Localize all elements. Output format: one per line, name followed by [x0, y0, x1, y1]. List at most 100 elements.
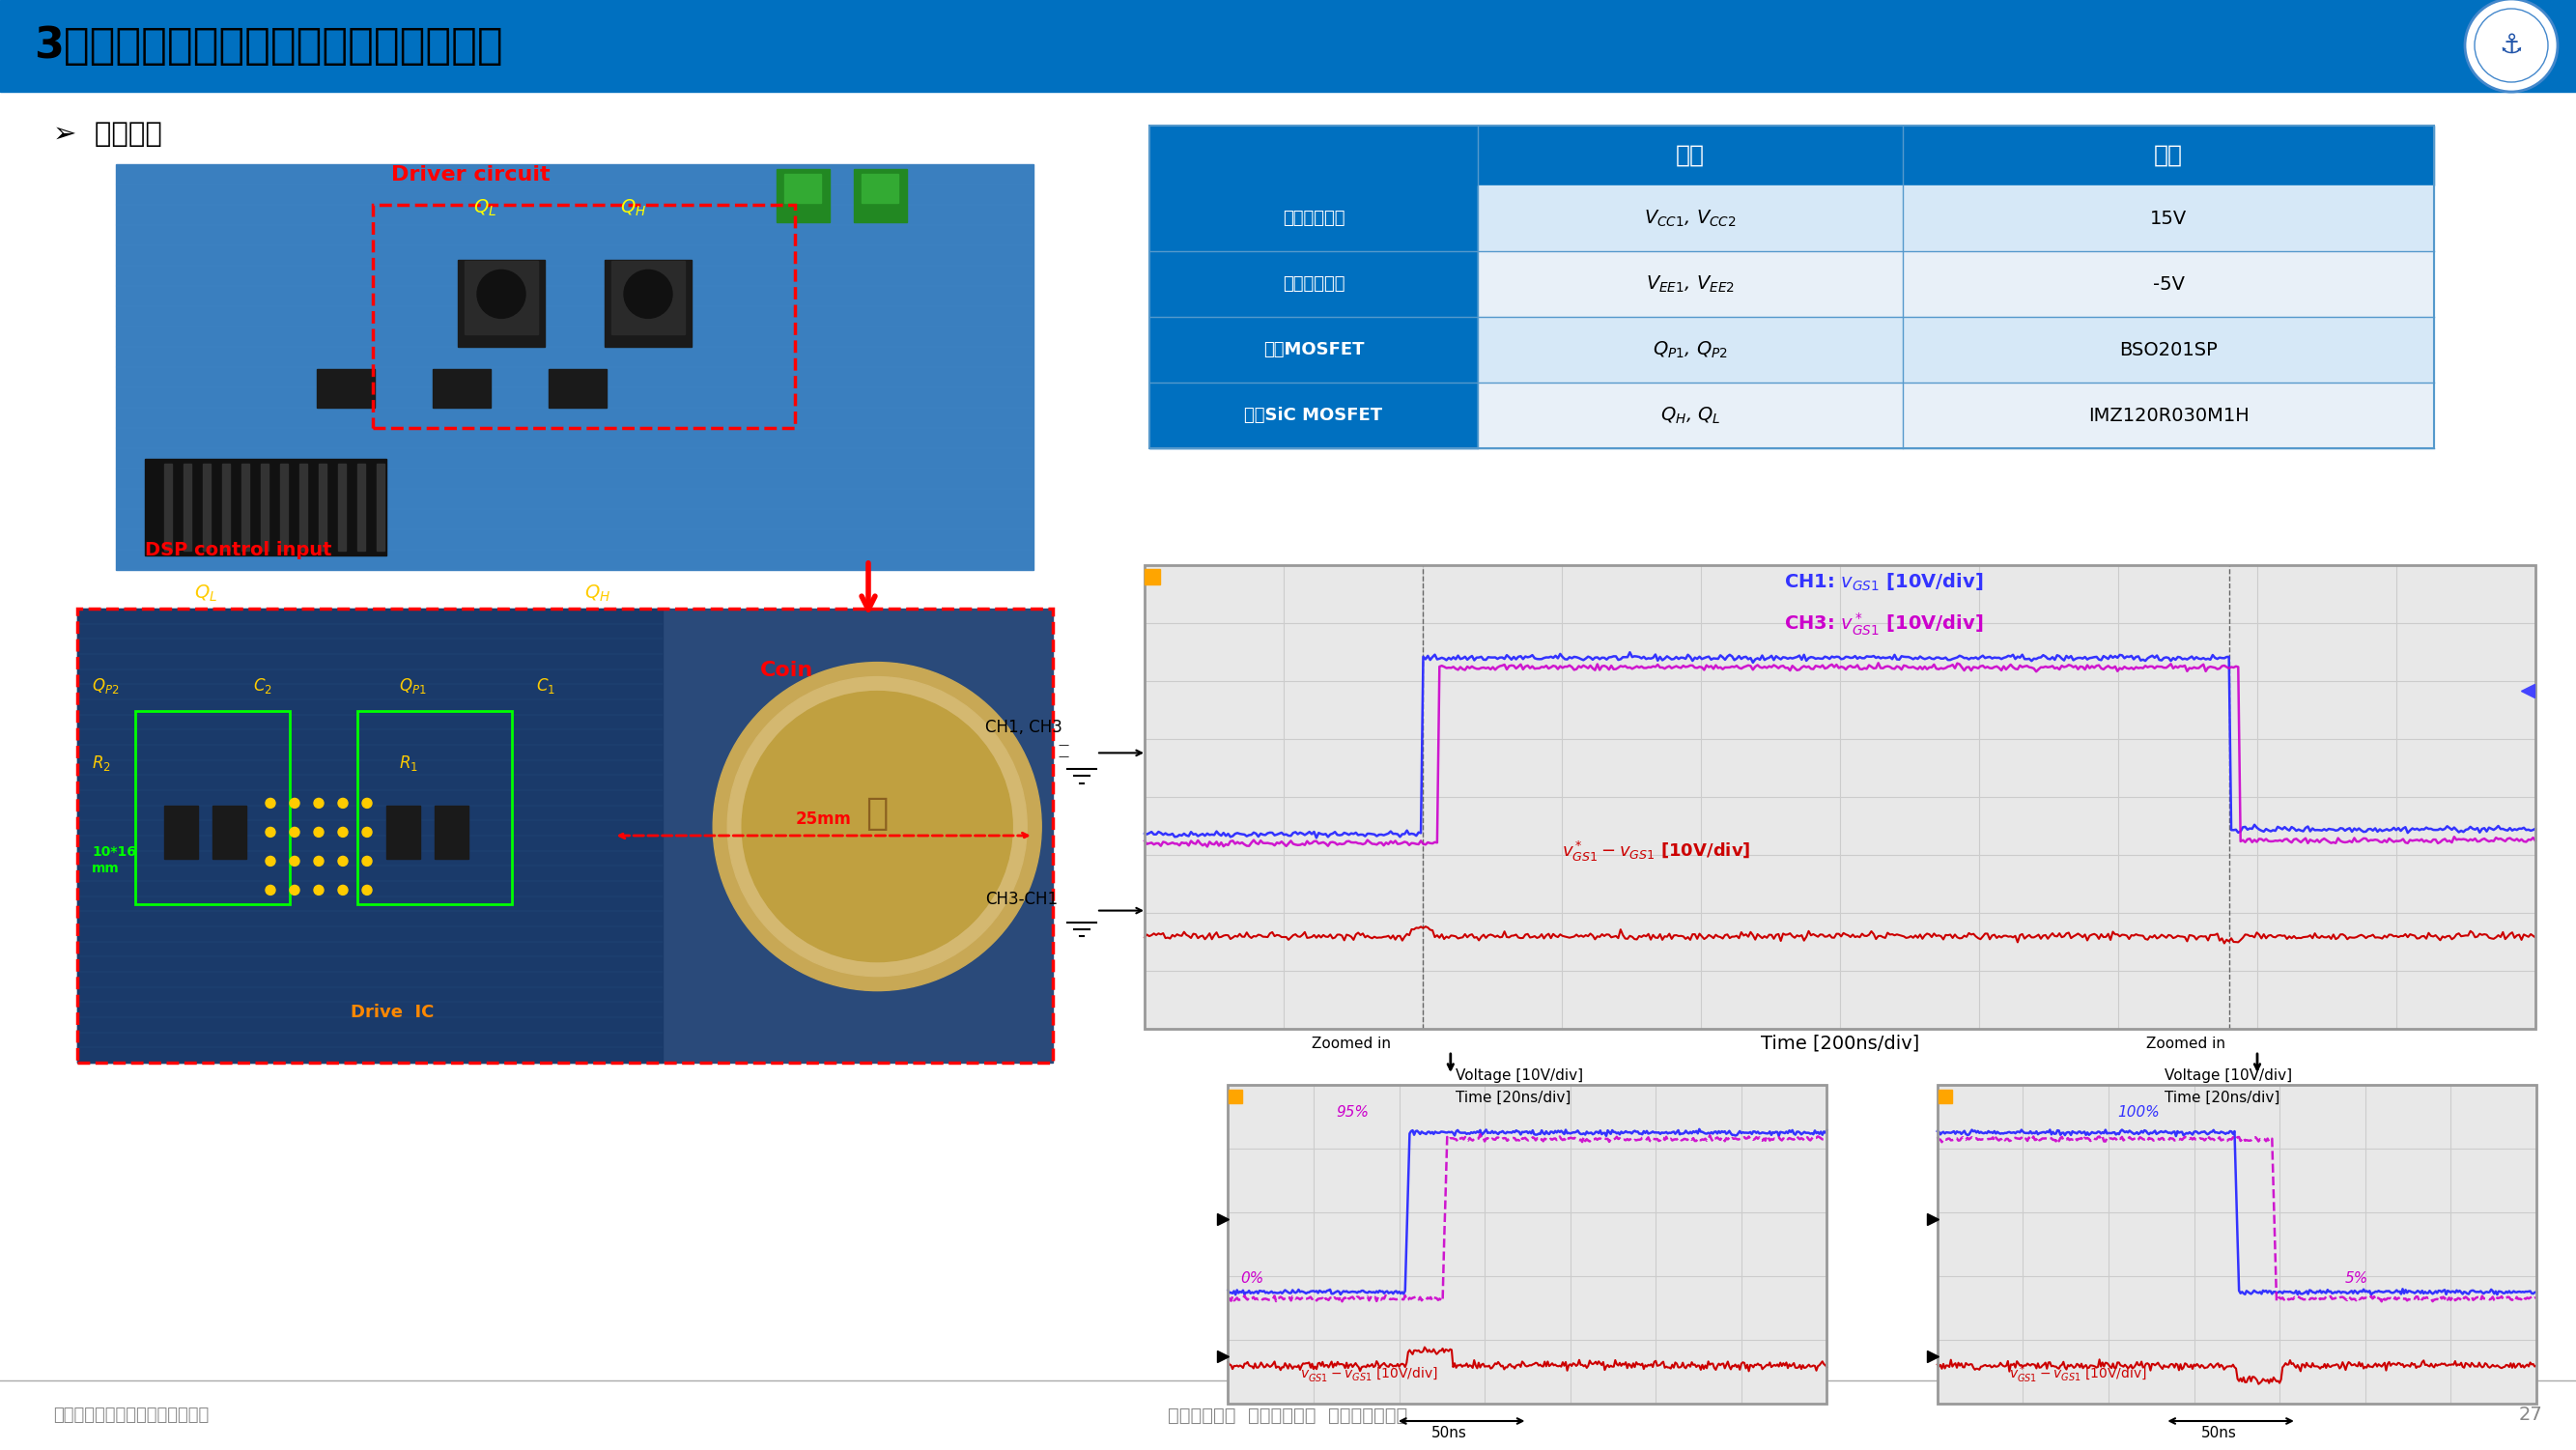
- Bar: [1904, 251, 2434, 318]
- Bar: [775, 170, 829, 222]
- Bar: [1479, 318, 1904, 383]
- Circle shape: [726, 677, 1028, 976]
- Text: $R_2$: $R_2$: [93, 753, 111, 773]
- Text: $Q_H$: $Q_H$: [585, 583, 611, 605]
- Bar: [1149, 186, 1479, 251]
- Bar: [337, 464, 345, 551]
- Circle shape: [265, 828, 276, 837]
- Bar: [1149, 318, 1479, 383]
- Bar: [1144, 566, 2535, 1030]
- Text: Zoomed in: Zoomed in: [2146, 1037, 2226, 1051]
- Bar: [860, 174, 899, 203]
- Bar: [260, 464, 268, 551]
- Circle shape: [363, 857, 371, 866]
- Text: ➢  实验验证: ➢ 实验验证: [54, 120, 162, 148]
- Circle shape: [314, 828, 325, 837]
- Bar: [144, 458, 386, 555]
- Text: Voltage [10V/div]: Voltage [10V/div]: [2164, 1069, 2293, 1083]
- Circle shape: [363, 828, 371, 837]
- Text: 25mm: 25mm: [796, 811, 853, 828]
- Bar: [549, 368, 605, 407]
- Text: Zoomed in: Zoomed in: [1311, 1037, 1391, 1051]
- Bar: [281, 464, 289, 551]
- Text: $Q_{P1}$: $Q_{P1}$: [399, 676, 428, 695]
- Text: 0%: 0%: [1239, 1270, 1262, 1285]
- Bar: [358, 464, 366, 551]
- Text: 符号: 符号: [1677, 144, 1705, 167]
- Text: 3、基于跨导增益负反馈机理的干扰抑制: 3、基于跨导增益负反馈机理的干扰抑制: [33, 25, 502, 67]
- Bar: [783, 174, 822, 203]
- Bar: [222, 464, 229, 551]
- Circle shape: [477, 270, 526, 318]
- Circle shape: [314, 857, 325, 866]
- Text: 北京交通大学  电气工程学院  电力电子研究所: 北京交通大学 电气工程学院 电力电子研究所: [1167, 1406, 1406, 1424]
- Circle shape: [289, 799, 299, 808]
- Text: 5%: 5%: [2344, 1270, 2367, 1285]
- Bar: [242, 464, 250, 551]
- Bar: [358, 710, 513, 903]
- Text: $Q_H$: $Q_H$: [621, 197, 647, 218]
- Bar: [299, 464, 307, 551]
- Bar: [386, 805, 420, 858]
- Bar: [376, 464, 384, 551]
- Text: Time [20ns/div]: Time [20ns/div]: [1455, 1090, 1571, 1105]
- Circle shape: [714, 663, 1041, 990]
- Circle shape: [2465, 0, 2558, 91]
- Circle shape: [337, 857, 348, 866]
- Bar: [77, 609, 1054, 1063]
- Text: Driver circuit: Driver circuit: [392, 165, 551, 184]
- Text: Time [200ns/div]: Time [200ns/div]: [1759, 1034, 1919, 1053]
- Bar: [0, 0, 2576, 91]
- Text: 被控SiC MOSFET: 被控SiC MOSFET: [1244, 406, 1383, 423]
- Bar: [1149, 126, 2434, 186]
- Bar: [374, 204, 796, 428]
- Text: $Q_L$: $Q_L$: [193, 583, 216, 605]
- Text: 元: 元: [866, 795, 889, 831]
- Circle shape: [337, 799, 348, 808]
- Bar: [1149, 126, 2434, 448]
- Circle shape: [623, 270, 672, 318]
- Text: $v_{GS1}^*-v_{GS1}$ [10V/div]: $v_{GS1}^*-v_{GS1}$ [10V/div]: [1561, 840, 1752, 864]
- Text: 关断偏置电压: 关断偏置电压: [1283, 276, 1345, 293]
- Text: $Q_{P1}$, $Q_{P2}$: $Q_{P1}$, $Q_{P2}$: [1654, 339, 1728, 360]
- Text: 10*16
mm: 10*16 mm: [93, 845, 137, 874]
- Text: $V_{EE1}$, $V_{EE2}$: $V_{EE1}$, $V_{EE2}$: [1646, 274, 1734, 294]
- Text: 100%: 100%: [2117, 1105, 2159, 1119]
- Text: $v_{GS1}^*-v_{GS1}$ [10V/div]: $v_{GS1}^*-v_{GS1}$ [10V/div]: [1301, 1363, 1437, 1385]
- Text: CH1: $v_{GS1}$ [10V/div]: CH1: $v_{GS1}$ [10V/div]: [1785, 571, 1984, 593]
- Text: $v_{GS1}^*-v_{GS1}$ [10V/div]: $v_{GS1}^*-v_{GS1}$ [10V/div]: [2009, 1363, 2148, 1385]
- Circle shape: [337, 886, 348, 895]
- Circle shape: [337, 828, 348, 837]
- Bar: [116, 164, 1033, 570]
- Text: 95%: 95%: [1337, 1105, 1368, 1119]
- Circle shape: [289, 828, 299, 837]
- Text: CH3-CH1: CH3-CH1: [984, 890, 1059, 908]
- Text: 中国电工技术学会新媒体平台发布: 中国电工技术学会新媒体平台发布: [54, 1406, 209, 1424]
- Bar: [1229, 1085, 1826, 1404]
- Circle shape: [742, 692, 1012, 961]
- Circle shape: [363, 886, 371, 895]
- Text: -5V: -5V: [2154, 276, 2184, 293]
- Bar: [1479, 186, 1904, 251]
- Text: 数值: 数值: [2154, 144, 2182, 167]
- Bar: [459, 260, 544, 347]
- Text: $Q_H$, $Q_L$: $Q_H$, $Q_L$: [1659, 405, 1721, 426]
- Bar: [1144, 566, 2535, 1030]
- Text: Voltage [10V/div]: Voltage [10V/div]: [1455, 1069, 1584, 1083]
- Bar: [1479, 383, 1904, 448]
- Text: DSP control input: DSP control input: [144, 541, 332, 560]
- Text: IMZ120R030M1H: IMZ120R030M1H: [2089, 406, 2249, 425]
- Circle shape: [265, 799, 276, 808]
- Circle shape: [289, 857, 299, 866]
- Bar: [605, 260, 690, 347]
- Bar: [1149, 383, 1479, 448]
- Bar: [1149, 251, 1479, 318]
- Bar: [1937, 1085, 2537, 1404]
- Text: $C_2$: $C_2$: [252, 676, 273, 695]
- Bar: [211, 805, 247, 858]
- Text: $Q_{P2}$: $Q_{P2}$: [93, 676, 118, 695]
- Text: —
—: — —: [1059, 740, 1069, 761]
- Bar: [1904, 318, 2434, 383]
- Text: $Q_L$: $Q_L$: [474, 197, 497, 218]
- Bar: [134, 710, 289, 903]
